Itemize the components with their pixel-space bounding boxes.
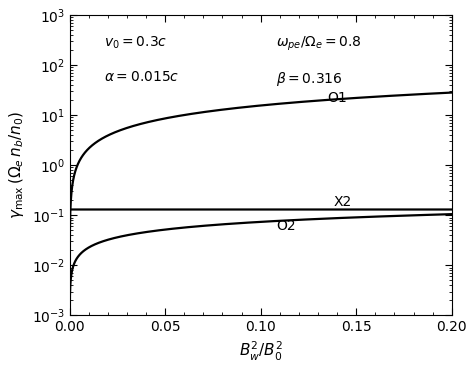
Y-axis label: $\gamma_{\rm max}\,(\Omega_e\,n_b/n_0)$: $\gamma_{\rm max}\,(\Omega_e\,n_b/n_0)$ [7, 111, 26, 219]
Text: $\alpha{=}0.015c$: $\alpha{=}0.015c$ [104, 70, 179, 84]
Text: O1: O1 [328, 91, 347, 105]
Text: $v_0{=}0.3c$: $v_0{=}0.3c$ [104, 35, 167, 51]
Text: O2: O2 [276, 219, 296, 233]
X-axis label: $B_w^2/B_0^2$: $B_w^2/B_0^2$ [239, 340, 283, 363]
Text: $\beta{=}0.316$: $\beta{=}0.316$ [276, 70, 343, 88]
Text: $\omega_{pe}/\Omega_e{=}0.8$: $\omega_{pe}/\Omega_e{=}0.8$ [276, 35, 362, 53]
Text: X2: X2 [333, 195, 352, 209]
